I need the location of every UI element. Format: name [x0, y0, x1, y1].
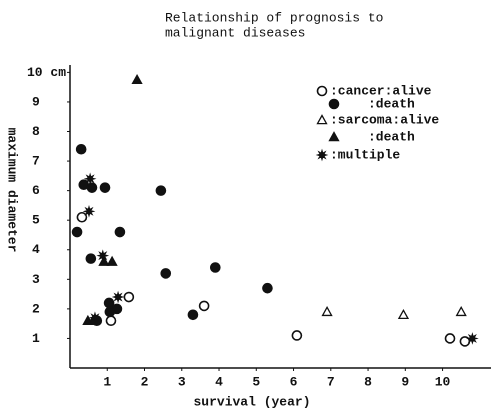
- point: [444, 333, 456, 344]
- legend-label: :sarcoma:alive: [330, 112, 439, 127]
- y-axis-label: maximum diameter: [5, 128, 20, 253]
- point: [210, 262, 221, 273]
- chart-title: Relationship of prognosis to: [165, 10, 383, 25]
- point: [198, 300, 210, 312]
- y-tick-label: 2: [32, 301, 40, 316]
- point: [262, 282, 273, 294]
- legend-label: :death: [368, 96, 415, 111]
- x-axis-label: survival (year): [193, 394, 310, 409]
- point: [466, 332, 479, 345]
- legend-marker: [328, 131, 340, 142]
- x-tick-label: 7: [327, 374, 335, 389]
- point: [105, 315, 117, 327]
- y-tick-label: 9: [32, 94, 40, 109]
- x-tick-label: 5: [252, 374, 260, 389]
- x-tick-label: 6: [290, 374, 298, 389]
- point: [397, 308, 410, 320]
- point: [106, 255, 118, 266]
- point: [291, 330, 303, 341]
- point: [123, 291, 135, 303]
- point: [96, 249, 110, 263]
- y-tick-label: 3: [32, 272, 40, 287]
- point: [321, 305, 333, 317]
- y-tick-label: 4: [32, 242, 40, 257]
- point: [86, 182, 98, 193]
- y-tick-label: 7: [32, 154, 40, 169]
- point: [103, 297, 115, 309]
- point: [82, 204, 96, 218]
- y-tick-label: 8: [32, 124, 40, 139]
- point: [83, 172, 97, 186]
- legend-marker: [316, 85, 328, 97]
- legend-marker: [315, 148, 329, 162]
- y-tick-label: 6: [32, 183, 40, 198]
- legend-marker: [328, 98, 340, 110]
- point: [111, 290, 125, 304]
- chart-title: malignant diseases: [165, 25, 305, 40]
- y-tick-label: 1: [32, 331, 40, 346]
- point: [155, 185, 167, 196]
- point: [76, 211, 88, 223]
- point: [104, 306, 116, 318]
- y-tick-label: 10 cm: [27, 65, 66, 80]
- legend-marker: [316, 114, 328, 125]
- legend-label: :cancer:alive: [330, 83, 432, 98]
- point: [131, 73, 143, 85]
- point: [160, 268, 172, 279]
- point: [85, 253, 97, 264]
- point: [75, 143, 87, 155]
- y-tick-label: 5: [32, 213, 40, 228]
- x-tick-label: 3: [178, 374, 186, 389]
- point: [114, 226, 126, 238]
- point: [71, 226, 83, 238]
- x-tick-label: 10: [435, 374, 451, 389]
- point: [187, 309, 199, 321]
- x-tick-label: 9: [401, 374, 409, 389]
- legend-label: :death: [368, 129, 415, 144]
- point: [99, 182, 111, 193]
- x-tick-label: 1: [103, 374, 111, 389]
- x-tick-label: 8: [364, 374, 372, 389]
- point: [88, 311, 102, 325]
- point: [98, 255, 110, 266]
- point: [455, 305, 467, 317]
- x-tick-label: 4: [215, 374, 223, 389]
- x-tick-label: 2: [141, 374, 149, 389]
- legend-label: :multiple: [330, 147, 400, 162]
